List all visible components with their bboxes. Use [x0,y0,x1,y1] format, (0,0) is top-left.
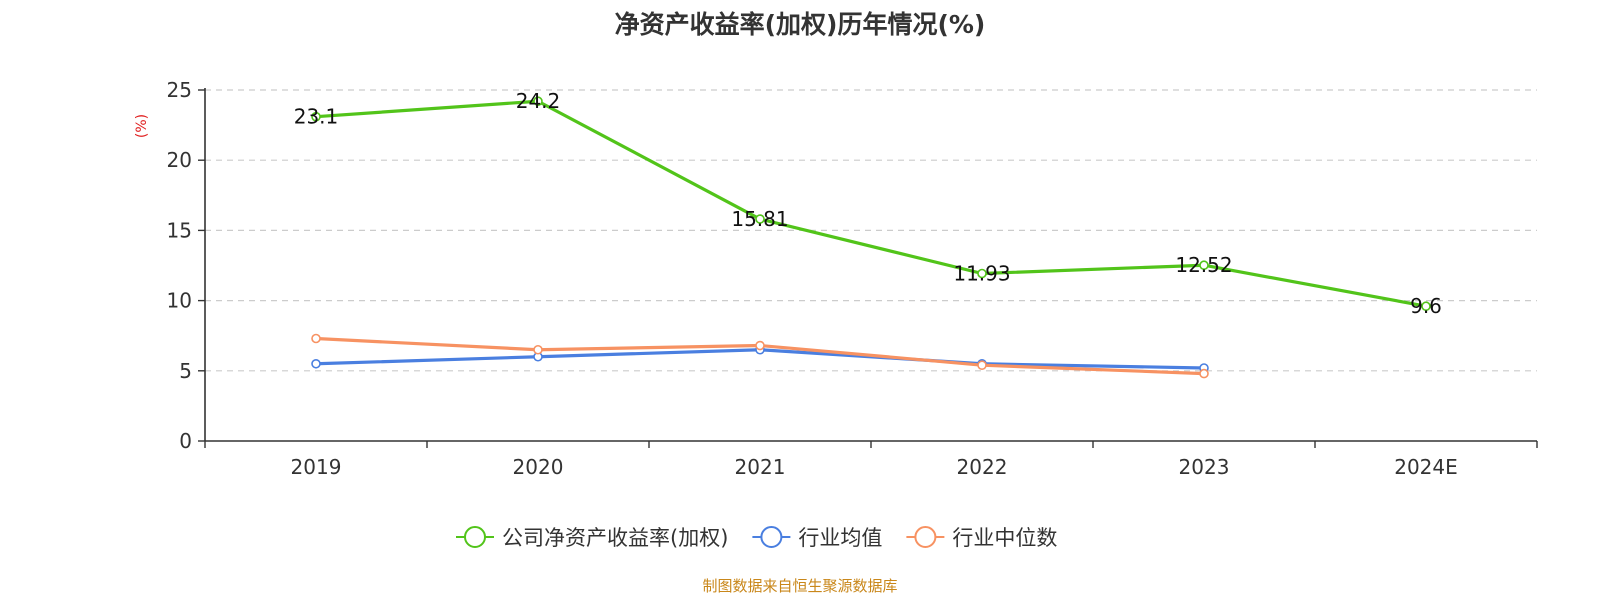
chart-title: 净资产收益率(加权)历年情况(%) [615,10,986,39]
data-label: 9.6 [1410,294,1442,318]
legend-swatch-marker [760,526,783,548]
data-label: 11.93 [953,262,1010,286]
series-points [311,96,1431,379]
data-label: 15.81 [731,207,788,231]
legend-item: 行业均值 [752,526,882,550]
y-tick-label: 10 [167,289,192,313]
x-tick-labels: 2019 2020 2021 2022 2023 2024E [291,455,1458,479]
x-tick-label: 2019 [291,455,342,479]
series-line [315,99,1427,308]
data-point [977,360,987,370]
x-tick-label: 2023 [1179,455,1230,479]
legend-label: 行业均值 [798,526,882,550]
data-point [533,344,543,355]
x-tick-label: 2021 [735,455,786,479]
x-tick-label: 2022 [957,455,1008,479]
y-axis-label: (%) [134,114,150,138]
data-point [977,268,987,279]
legend-label: 公司净资产收益率(加权) [502,526,728,550]
data-point [311,358,321,369]
legend-swatch-marker [464,526,486,548]
y-tick-labels: 0 5 10 15 20 25 [167,78,192,453]
gridlines [205,89,1537,372]
y-tick-label: 15 [167,218,192,242]
data-label: 23.1 [294,105,339,129]
data-point [755,340,765,351]
legend-swatch-marker [914,526,937,548]
data-point [311,111,321,122]
legend: 公司净资产收益率(加权) 行业均值 行业中位数 [456,526,1057,550]
y-tick-label: 25 [167,78,192,102]
source-note: 制图数据来自恒生聚源数据库 [702,577,897,595]
data-label: 24.2 [516,89,561,113]
data-point [1199,368,1209,379]
data-point [311,333,321,344]
legend-label: 行业中位数 [952,526,1057,550]
x-tick-label: 2024E [1394,455,1458,479]
data-point [755,214,765,224]
legend-item: 行业中位数 [906,526,1057,550]
y-tick-label: 5 [179,359,192,383]
data-labels: 23.1 24.2 15.81 11.93 12.52 9.6 [294,89,1442,318]
x-tick-label: 2020 [513,455,564,479]
y-tick-label: 20 [167,148,192,172]
axes [198,88,1538,448]
data-point [1199,260,1209,271]
data-point [1421,301,1431,312]
data-label: 12.52 [1175,253,1232,277]
series-lines [315,99,1427,376]
data-point [533,96,543,107]
y-tick-label: 0 [179,429,192,453]
legend-item: 公司净资产收益率(加权) [456,526,728,550]
